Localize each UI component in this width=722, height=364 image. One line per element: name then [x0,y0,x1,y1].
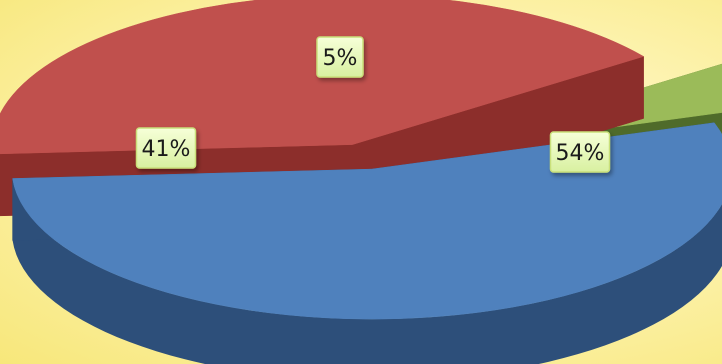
data-label-group-3: 5% [316,36,364,78]
data-label-group-1: 54% [549,131,611,173]
data-label-3: 5% [323,46,358,71]
data-label-group-2: 41% [135,127,197,169]
data-label-1: 54% [556,141,605,166]
data-label-box [135,127,197,169]
pie-slice-1 [12,122,722,364]
data-label-box [316,36,364,78]
data-label-2: 41% [142,137,191,162]
data-label-box [549,131,611,173]
